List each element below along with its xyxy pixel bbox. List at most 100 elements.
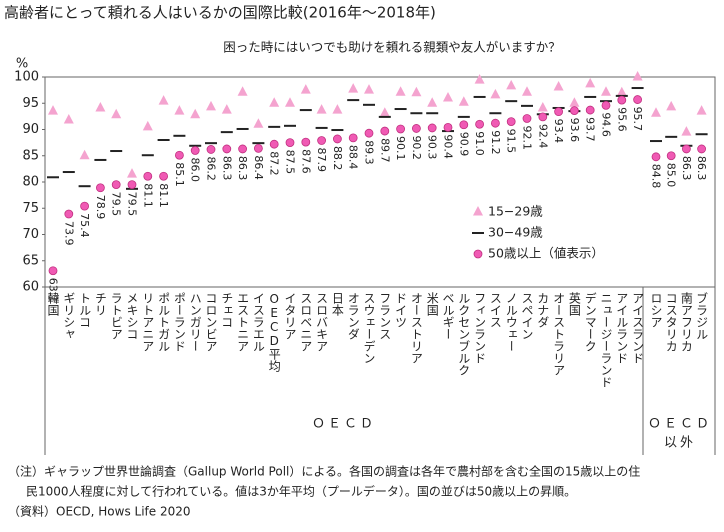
value-label: 87.5: [284, 150, 297, 175]
value-label: 95.7: [631, 107, 644, 132]
marker-triangle: [585, 77, 596, 88]
x-tick-label: コロンビア: [204, 292, 218, 352]
marker-circle: [490, 118, 500, 128]
value-label: 90.9: [457, 132, 470, 157]
marker-triangle: [681, 126, 692, 136]
x-tick-label: 日本: [330, 292, 344, 317]
value-label: 81.1: [141, 183, 154, 208]
marker-triangle: [142, 120, 153, 131]
y-tick-label: 60: [22, 280, 39, 295]
marker-circle: [364, 128, 374, 138]
value-label: 92.4: [536, 124, 549, 148]
value-label: 73.9: [62, 221, 75, 246]
value-label: 88.2: [331, 146, 344, 171]
x-tick-label: スペイン: [520, 292, 534, 340]
marker-circle: [111, 180, 121, 190]
value-label: 91.2: [489, 130, 502, 155]
x-tick-label: フランス: [378, 292, 392, 340]
legend-marker: [473, 206, 483, 216]
marker-circle: [317, 136, 327, 145]
x-tick-label: アイルランド: [615, 292, 629, 364]
marker-circle: [570, 106, 579, 115]
marker-circle: [301, 137, 311, 147]
group-label: ＯＥＣＤ: [312, 417, 376, 432]
marker-circle: [80, 201, 89, 211]
value-label: 75.4: [78, 213, 91, 238]
x-tick-label: オーストリア: [409, 292, 423, 364]
marker-circle: [633, 95, 642, 104]
y-tick-label: 70: [22, 227, 39, 242]
marker-triangle: [522, 86, 532, 96]
y-tick-label: 65: [22, 253, 39, 268]
x-tick-label: デンマーク: [583, 292, 597, 352]
x-tick-label: イスラエル: [251, 292, 265, 352]
note: （資料）OECD, Hows Life 2020: [8, 505, 191, 519]
x-tick-label: ラトビア: [109, 292, 123, 340]
marker-circle: [285, 138, 295, 148]
value-label: 85.1: [173, 162, 186, 187]
x-tick-label: スイス: [488, 292, 502, 328]
y-tick-label: 95: [22, 96, 39, 111]
x-tick-label: コスタリカ: [664, 292, 678, 352]
marker-circle: [48, 266, 58, 276]
y-tick-label: 100: [14, 70, 39, 85]
x-tick-label: スウェーデン: [362, 292, 376, 364]
value-label: 86.3: [695, 156, 708, 181]
marker-circle: [159, 171, 169, 181]
x-tick-label: エストニア: [236, 292, 250, 352]
value-label: 87.6: [299, 149, 312, 174]
marker-triangle: [666, 100, 677, 111]
x-tick-label: オランダ: [346, 292, 360, 340]
marker-triangle: [269, 97, 280, 107]
x-tick-label: オーストラリア: [552, 292, 566, 376]
marker-triangle: [95, 101, 106, 112]
marker-triangle: [48, 105, 58, 115]
marker-triangle: [443, 92, 453, 102]
marker-triangle: [174, 105, 185, 115]
legend-label: 30−49歳: [488, 225, 543, 240]
marker-circle: [127, 180, 137, 190]
marker-triangle: [158, 95, 169, 105]
marker-circle: [697, 144, 706, 154]
x-tick-label: ニュージーランド: [599, 292, 613, 388]
value-label: 90.3: [426, 135, 439, 160]
marker-circle: [396, 124, 406, 134]
note: （注）ギャラップ世界世論調査（Gallup World Poll）による。各国の…: [8, 464, 640, 479]
y-tick-label: 90: [22, 122, 39, 137]
x-tick-label: ブラジル: [695, 291, 709, 340]
x-tick-label: 韓国: [46, 292, 60, 316]
legend-marker: [473, 249, 483, 259]
marker-circle: [332, 134, 342, 144]
marker-circle: [443, 123, 453, 132]
marker-circle: [411, 124, 421, 133]
chart-subtitle: 困った時にはいつでも助けを頼れる親類や友人がいますか？: [223, 40, 561, 55]
y-tick-label: 75: [22, 201, 39, 216]
marker-circle: [538, 112, 548, 122]
x-tick-label: アイスランド: [631, 292, 645, 364]
value-label: 84.8: [650, 164, 663, 189]
marker-triangle: [616, 86, 627, 97]
x-tick-label: ベルギー: [441, 292, 455, 340]
y-tick-label: 85: [22, 148, 39, 163]
marker-triangle: [221, 104, 232, 114]
value-label: 93.7: [584, 117, 597, 142]
marker-circle: [380, 126, 390, 136]
x-tick-label: 英国: [567, 292, 581, 316]
y-unit: %: [16, 57, 28, 72]
marker-circle: [475, 119, 485, 129]
value-label: 86.3: [236, 156, 249, 181]
value-label: 86.3: [680, 156, 693, 181]
value-label: 89.7: [378, 138, 391, 163]
x-tick-label: ハンガリー: [188, 292, 202, 352]
marker-triangle: [506, 79, 517, 90]
x-tick-label: リトアニア: [141, 292, 155, 352]
marker-triangle: [651, 107, 661, 117]
x-tick-label: ロシア: [649, 292, 663, 328]
marker-circle: [601, 100, 611, 110]
marker-triangle: [395, 86, 406, 96]
x-tick-label: ドイツ: [394, 292, 408, 328]
marker-circle: [269, 139, 279, 149]
marker-circle: [682, 144, 691, 154]
value-label: 86.2: [205, 156, 218, 181]
marker-circle: [143, 171, 153, 181]
